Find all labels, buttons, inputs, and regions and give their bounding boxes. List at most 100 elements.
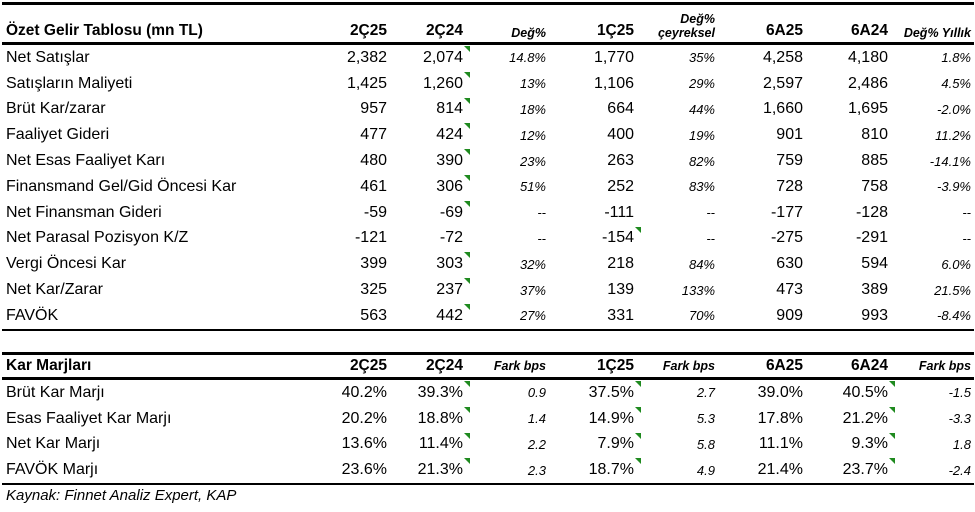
table-cell: 27% (519, 308, 546, 324)
table-cell: -- (962, 205, 971, 221)
table-cell: 14.8% (509, 50, 546, 66)
table-cell: 2.2 (527, 436, 546, 452)
table-cell: 2,382 (346, 48, 387, 66)
income-statement-table: Özet Gelir Tablosu (mn TL) 2Ç25 2Ç24 Değ% 1Ç… (2, 2, 974, 331)
table-cell: 39.3% (390, 379, 470, 406)
table-cell: -2.0% (937, 101, 971, 117)
table-cell: 9.3% (806, 432, 895, 458)
table-cell: -291 (855, 229, 888, 247)
table-cell: -72 (439, 229, 463, 247)
table-cell: 885 (861, 152, 888, 170)
table-cell: 18.8% (390, 406, 470, 432)
table-cell: 2.3 (527, 462, 546, 478)
table-cell: 19% (688, 127, 715, 143)
table-cell: 4,258 (762, 48, 803, 66)
table-cell: 303 (390, 251, 470, 277)
row-label: Net Finansman Gideri (6, 203, 162, 221)
table-cell: 6.0% (941, 256, 971, 272)
table-cell: 0.9 (527, 385, 546, 401)
table-cell: 759 (776, 152, 803, 170)
table-cell: 1.4 (527, 411, 546, 427)
table-cell: -- (962, 230, 971, 246)
income-column-header: 6A24 (850, 22, 888, 39)
table-cell: -2.4 (948, 462, 971, 478)
table-cell: 44% (688, 101, 715, 117)
table-cell: 1,695 (847, 100, 888, 118)
row-label: Net Parasal Pozisyon K/Z (6, 229, 189, 247)
table-row: Net Kar Marjı 13.6% 11.4% 2.2 7.9% 5.8 11.1% 9.… (2, 432, 974, 458)
row-label: Net Satışlar (6, 48, 90, 66)
margins-column-header: Fark bps (662, 359, 715, 373)
table-row: Esas Faaliyet Kar Marjı 20.2% 18.8% 1.4 14.9… (2, 406, 974, 432)
income-column-header: 6A25 (765, 22, 803, 39)
margins-table: Kar Marjları 2Ç25 2Ç24 Fark bps 1Ç25 Fark bps… (2, 352, 974, 486)
table-cell: 1.8 (952, 436, 971, 452)
income-column-header: Değ% Yıllık (903, 26, 971, 40)
margins-header-row: Kar Marjları 2Ç25 2Ç24 Fark bps 1Ç25 Fark bps… (2, 354, 974, 379)
table-cell: -8.4% (937, 308, 971, 324)
table-cell: 13% (519, 76, 546, 92)
income-header-row: Özet Gelir Tablosu (mn TL) 2Ç25 2Ç24 Değ% 1Ç… (2, 4, 974, 44)
table-cell: -111 (604, 203, 634, 221)
table-cell: 29% (688, 76, 715, 92)
table-cell: 630 (776, 255, 803, 273)
table-cell: 40.2% (341, 383, 387, 401)
table-cell: 758 (861, 177, 888, 195)
income-column-header: 2Ç24 (425, 22, 463, 39)
row-label: Brüt Kar/zarar (6, 100, 106, 118)
table-cell: 37.5% (549, 379, 641, 406)
table-cell: -- (537, 230, 546, 246)
table-cell: 390 (390, 148, 470, 174)
table-cell: 480 (360, 152, 387, 170)
margins-column-header: 6A25 (765, 357, 803, 374)
table-cell: 594 (861, 255, 888, 273)
income-body: Net Satışlar 2,382 2,074 14.8% 1,770 35% 4,258… (2, 44, 974, 330)
table-cell: 389 (861, 281, 888, 299)
margins-column-header: 1Ç25 (596, 357, 634, 374)
table-row: Satışların Maliyeti 1,425 1,260 13% 1,106 29%… (2, 71, 974, 97)
table-cell: 17.8% (757, 409, 803, 427)
table-cell: 82% (688, 153, 715, 169)
table-cell: 7.9% (549, 432, 641, 458)
margins-column-header: Kar Marjları (6, 357, 92, 374)
table-cell: 477 (360, 126, 387, 144)
table-cell: 23.6% (341, 461, 387, 479)
table-cell: 2,597 (762, 74, 803, 92)
table-row: FAVÖK 563 442 27% 331 70% 909 993 -8.4% (2, 303, 974, 330)
table-cell: 5.8 (696, 436, 715, 452)
table-cell: 12% (519, 127, 546, 143)
table-cell: 18% (519, 101, 546, 117)
table-cell: -128 (855, 203, 888, 221)
table-cell: 957 (360, 100, 387, 118)
table-row: FAVÖK Marjı 23.6% 21.3% 2.3 18.7% 4.9 21.4% 23.… (2, 457, 974, 484)
table-cell: 37% (519, 282, 546, 298)
table-cell: 83% (688, 179, 715, 195)
table-cell: 473 (776, 281, 803, 299)
table-cell: 51% (519, 179, 546, 195)
table-cell: 1,260 (390, 71, 470, 97)
table-cell: 21.2% (806, 406, 895, 432)
row-label: Net Esas Faaliyet Karı (6, 152, 166, 170)
row-label: Net Kar Marjı (6, 435, 101, 453)
table-cell: 39.0% (757, 383, 803, 401)
table-cell: 2,486 (847, 74, 888, 92)
table-cell: 237 (390, 277, 470, 303)
table-cell: 4,180 (847, 48, 888, 66)
table-cell: 325 (360, 281, 387, 299)
table-cell: 2,074 (390, 44, 470, 71)
table-cell: 5.3 (696, 411, 715, 427)
margins-column-header: Fark bps (918, 359, 971, 373)
table-row: Net Esas Faaliyet Karı 480 390 23% 263 82% 759… (2, 148, 974, 174)
table-cell: 1,425 (346, 74, 387, 92)
table-cell: 728 (776, 177, 803, 195)
table-row: Brüt Kar/zarar 957 814 18% 664 44% 1,660 1,695 -… (2, 97, 974, 123)
table-cell: 1.8% (941, 50, 971, 66)
row-label: FAVÖK (6, 306, 59, 324)
row-label: Vergi Öncesi Kar (6, 255, 127, 273)
table-cell: -14.1% (929, 153, 971, 169)
source-note: Kaynak: Finnet Analiz Expert, KAP (6, 487, 237, 504)
table-cell: 11.1% (758, 435, 803, 453)
table-cell: 1,770 (593, 48, 634, 66)
table-cell: -- (537, 205, 546, 221)
table-cell: 563 (360, 306, 387, 324)
